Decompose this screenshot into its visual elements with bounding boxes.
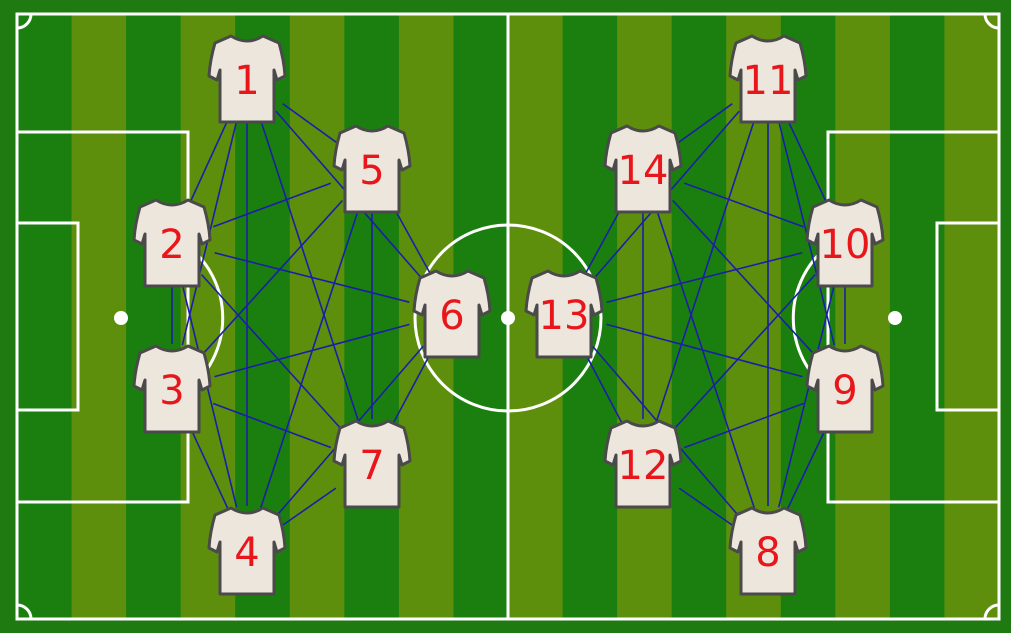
jersey-shape: [132, 344, 212, 434]
right-penalty-spot: [888, 311, 902, 325]
edge-8-9: [786, 427, 827, 511]
jersey-number: 2: [159, 222, 184, 268]
player-3: 3: [132, 344, 212, 434]
jersey-number: 12: [618, 443, 669, 489]
edge-1-2: [189, 117, 230, 203]
jersey-shape: [332, 419, 412, 509]
jersey-shape: [207, 506, 287, 596]
edge-2-6: [214, 252, 410, 303]
jersey-number: 9: [832, 368, 857, 414]
jersey-number: 4: [234, 530, 259, 576]
jersey-shape: [728, 34, 808, 124]
edge-10-13: [606, 252, 803, 303]
corner-arc-top-left: [16, 13, 33, 30]
edge-3-4: [189, 427, 230, 511]
player-7: 7: [332, 419, 412, 509]
edge-8-10: [777, 284, 836, 508]
jersey-number: 5: [359, 148, 384, 194]
jersey-shape: [603, 419, 683, 509]
jersey-shape: [524, 269, 604, 359]
edge-11-12: [655, 119, 756, 422]
corner-arc-bottom-left: [16, 603, 33, 620]
jersey-number: 14: [618, 148, 669, 194]
jersey-number: 13: [539, 293, 590, 339]
player-8: 8: [728, 506, 808, 596]
edge-10-12: [672, 273, 816, 432]
jersey-number: 7: [359, 443, 384, 489]
edge-1-5: [282, 103, 337, 143]
jersey-shape: [332, 124, 412, 214]
edge-9-14: [672, 199, 816, 357]
left-penalty-spot: [114, 311, 128, 325]
jersey-shape: [132, 198, 212, 288]
jersey-number: 10: [820, 222, 871, 268]
center-circle: [413, 223, 603, 413]
player-9: 9: [805, 344, 885, 434]
edge-1-7: [259, 119, 360, 422]
player-1: 1: [207, 34, 287, 124]
edge-10-11: [785, 117, 828, 203]
edge-9-12: [683, 402, 805, 449]
jersey-shape: [603, 124, 683, 214]
center-spot: [501, 311, 515, 325]
jersey-number: 6: [439, 293, 464, 339]
grass-stripe: [289, 14, 345, 619]
player-4: 4: [207, 506, 287, 596]
player-12: 12: [603, 419, 683, 509]
jersey-number: 1: [234, 58, 259, 104]
grass-stripe: [126, 14, 182, 619]
player-11: 11: [728, 34, 808, 124]
player-13: 13: [524, 269, 604, 359]
edge-6-7: [391, 351, 433, 425]
grass-stripe: [17, 14, 73, 619]
left-goal-area: [15, 221, 80, 412]
player-10: 10: [805, 198, 885, 288]
grass-stripe: [944, 14, 1000, 619]
jersey-number: 3: [159, 368, 184, 414]
edge-4-7: [282, 487, 337, 526]
player-5: 5: [332, 124, 412, 214]
edge-2-4: [181, 284, 238, 508]
edge-5-6: [392, 206, 432, 275]
grass-stripe: [671, 14, 727, 619]
edge-4-5: [259, 209, 360, 509]
edge-2-7: [200, 274, 344, 431]
jersey-shape: [412, 269, 492, 359]
edge-8-14: [655, 209, 756, 509]
edge-11-14: [678, 103, 733, 143]
edge-3-5: [201, 200, 343, 356]
jersey-shape: [728, 506, 808, 596]
edge-13-14: [584, 206, 623, 275]
grass-stripe: [617, 14, 673, 619]
edge-2-5: [212, 182, 332, 228]
jersey-number: 11: [743, 58, 794, 104]
player-6: 6: [412, 269, 492, 359]
corner-arc-bottom-right: [983, 603, 1000, 620]
edge-3-7: [212, 402, 332, 449]
right-goal-area: [935, 221, 1001, 412]
edge-8-12: [678, 487, 733, 526]
jersey-shape: [805, 344, 885, 434]
corner-arc-top-right: [983, 13, 1000, 30]
edge-10-14: [684, 182, 804, 228]
grass-stripe: [835, 14, 891, 619]
jersey-number: 8: [755, 530, 780, 576]
edge-9-13: [606, 323, 803, 378]
pitch-markings: [15, 12, 1001, 621]
player-14: 14: [603, 124, 683, 214]
player-2: 2: [132, 198, 212, 288]
edge-12-13: [583, 351, 624, 425]
jersey-shape: [805, 198, 885, 288]
jersey-shape: [207, 34, 287, 124]
